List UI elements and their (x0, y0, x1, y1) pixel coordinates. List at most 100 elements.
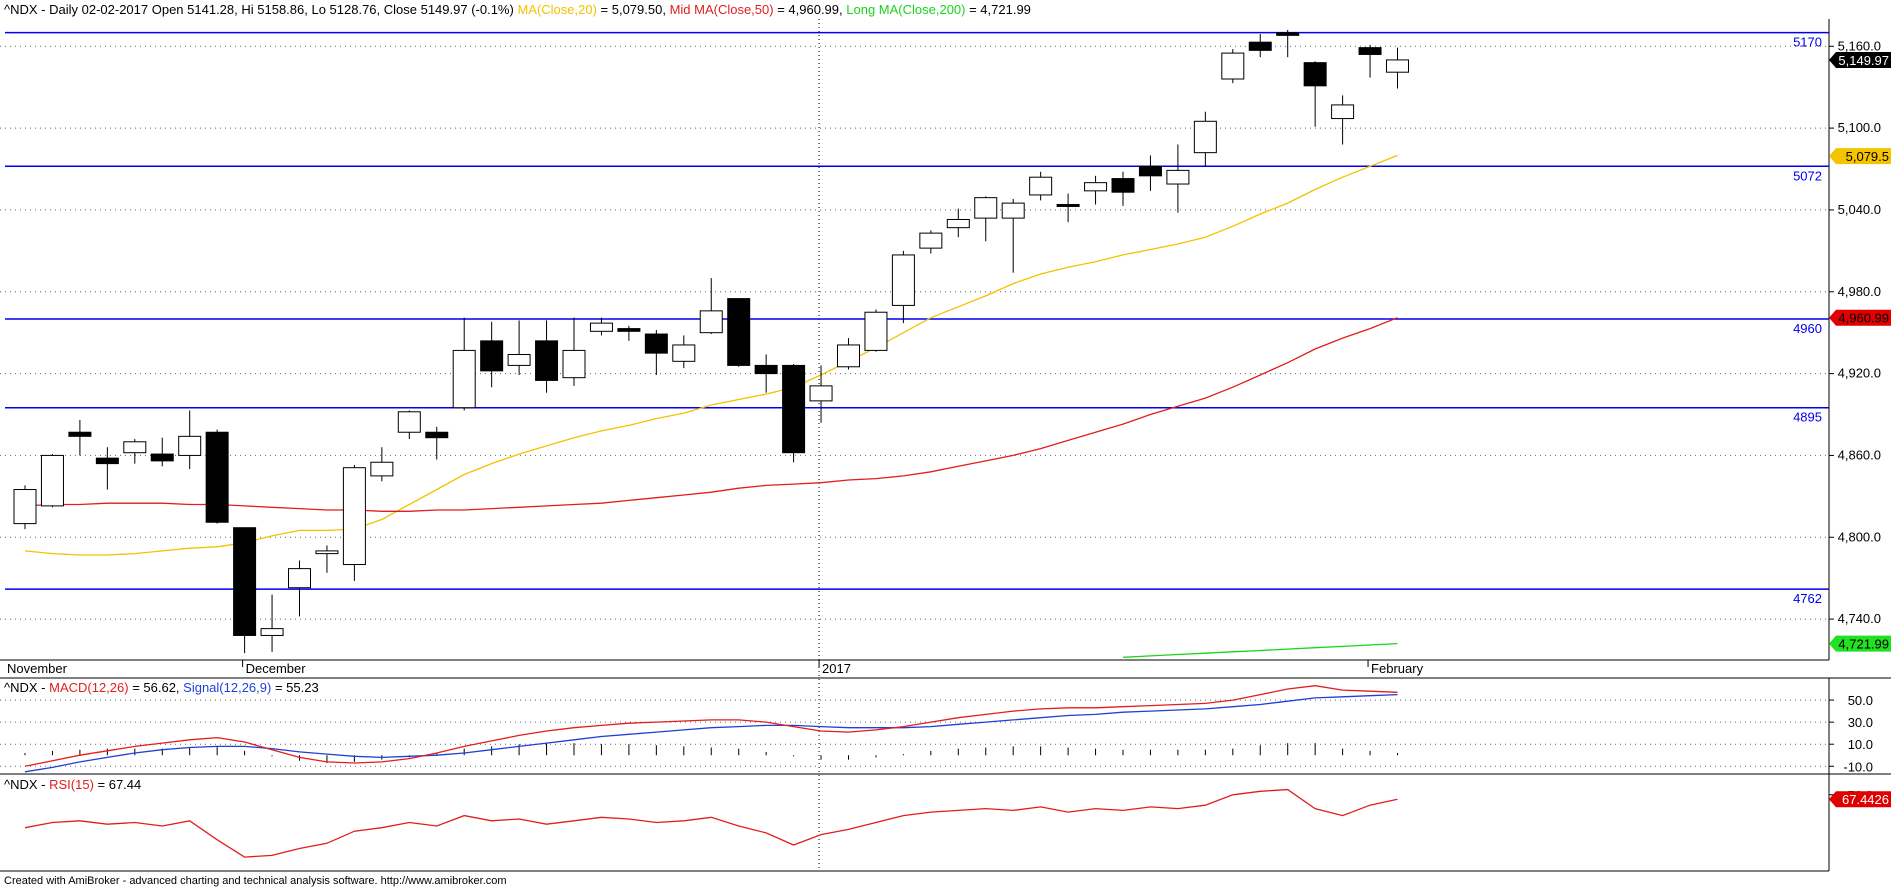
candlestick (1358, 44, 1382, 78)
candlestick (1221, 49, 1245, 84)
price-axis-tick-label: 5,160.0 (1838, 38, 1881, 53)
candlestick (370, 447, 394, 482)
candlestick (425, 426, 449, 460)
price-value-tag: 5,149.97 (1829, 51, 1891, 68)
candle-body-up (13, 489, 37, 525)
candlestick (397, 410, 421, 440)
candle-body-up (562, 349, 586, 379)
signal-label: Signal(12,26,9) (183, 680, 271, 695)
horizontal-level-label: 4762 (1793, 591, 1822, 606)
candle-body-down (1276, 32, 1300, 36)
candlestick (644, 329, 668, 375)
horizontal-level-label: 4895 (1793, 410, 1822, 425)
candlestick (123, 439, 147, 464)
candle-body-down (480, 340, 504, 372)
rsi-line (24, 788, 1398, 858)
price-symbol: ^NDX (4, 2, 38, 17)
candlestick (535, 320, 559, 393)
price-info: - Daily 02-02-2017 Open 5141.28, Hi 5158… (38, 2, 518, 17)
candlestick (68, 419, 92, 456)
candlestick (342, 464, 366, 581)
candle-body-down (1248, 41, 1272, 51)
date-axis-label: February (1371, 661, 1424, 676)
candlestick (1056, 193, 1080, 223)
date-axis-layer: November December 2017 February (7, 660, 1424, 676)
candlestick (699, 278, 723, 335)
value-tag-label: 4,721.99 (1838, 637, 1889, 652)
value-tag-box (1829, 791, 1891, 808)
candle-body-down (644, 333, 668, 354)
candle-body-up (672, 344, 696, 362)
price-gridlines-layer (0, 45, 1829, 620)
candle-body-down (95, 457, 119, 465)
candle-body-down (617, 328, 641, 332)
candle-body-up (40, 454, 64, 507)
macd-line (24, 685, 1398, 767)
price-axis-tick-label: 4,860.0 (1838, 447, 1881, 462)
candlestick (1138, 155, 1162, 191)
candlestick (1084, 175, 1108, 205)
value-tag-label: 5,079.5 (1846, 149, 1889, 164)
date-axis-label: November (7, 661, 68, 676)
ma50-line (24, 317, 1398, 512)
price-axis-tick-label: 4,980.0 (1838, 284, 1881, 299)
candle-body-down (1056, 203, 1080, 207)
macd-axis-tick-label: 50.0 (1848, 693, 1873, 708)
candle-body-up (919, 232, 943, 249)
candlestick (809, 365, 833, 423)
candlestick (260, 594, 284, 652)
candle-body-up (837, 344, 860, 368)
value-tag-label: 67.4426 (1842, 792, 1889, 807)
price-panel-title: ^NDX - Daily 02-02-2017 Open 5141.28, Hi… (4, 2, 1031, 17)
price-value-tag: 67.4426 (1829, 791, 1891, 808)
candle-body-up (1386, 59, 1409, 73)
candlestick (40, 454, 64, 508)
ma50-value: = 4,960.99, (774, 2, 847, 17)
candle-body-up (507, 354, 531, 366)
candlestick (150, 437, 174, 467)
candle-body-up (1221, 52, 1245, 80)
candlestick (205, 429, 229, 524)
candle-body-up (974, 197, 998, 219)
candle-body-down (535, 340, 559, 381)
candlestick (672, 335, 696, 369)
ma20-label: MA(Close,20) (517, 2, 596, 17)
signal-line (24, 693, 1398, 773)
candlestick (562, 317, 586, 386)
candlestick (178, 410, 202, 470)
candle-body-up (397, 411, 421, 433)
candlestick-layer (13, 29, 1409, 654)
value-tag-box (1829, 148, 1891, 165)
date-axis-label: December (246, 661, 307, 676)
candlestick (315, 545, 339, 573)
price-axis-tick-label: 5,100.0 (1838, 120, 1881, 135)
ma20-value: = 5,079.50, (597, 2, 670, 17)
candlestick (891, 250, 915, 324)
ma50-label: Mid MA(Close,50) (670, 2, 774, 17)
candlestick (617, 325, 641, 341)
candlestick (727, 298, 751, 367)
candle-body-down (425, 431, 449, 439)
price-axis-layer: 5,160.0 5,100.0 5,040.0 4,980.0 4,920.0 4,860… (1829, 38, 1891, 652)
macd-axis-tick-label: 30.0 (1848, 715, 1873, 730)
candle-body-down (1358, 47, 1382, 55)
macd-label: MACD(12,26) (49, 680, 128, 695)
value-tag-box (1829, 635, 1891, 652)
candlestick (1166, 144, 1190, 213)
candlestick (1111, 171, 1135, 206)
candle-body-up (315, 550, 339, 555)
candle-body-up (1001, 202, 1025, 219)
candlestick (754, 354, 778, 393)
value-tag-box (1829, 51, 1891, 68)
candle-body-down (233, 527, 257, 636)
value-tag-label: 5,149.97 (1838, 53, 1889, 68)
signal-value: = 55.23 (271, 680, 318, 695)
candlestick (507, 320, 531, 375)
candle-body-up (891, 254, 915, 306)
candlestick (919, 230, 943, 254)
price-value-tag: 5,079.5 (1829, 148, 1891, 165)
macd-value: = 56.62, (129, 680, 184, 695)
candlestick (782, 364, 806, 463)
candle-body-up (864, 311, 888, 351)
